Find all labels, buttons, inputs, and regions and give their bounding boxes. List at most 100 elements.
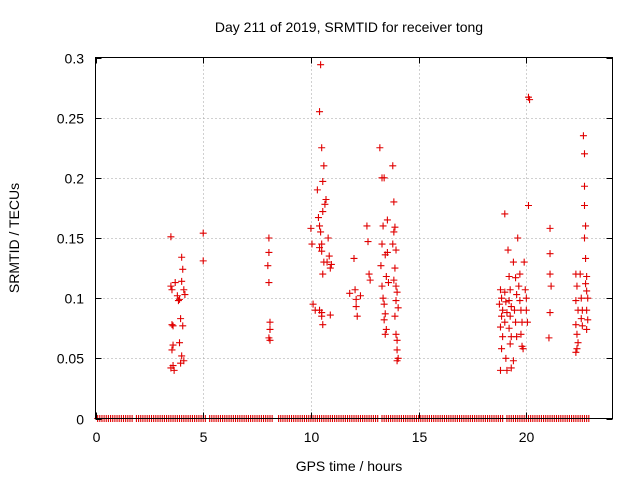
data-point xyxy=(499,333,507,341)
data-point xyxy=(501,210,509,218)
data-point xyxy=(181,291,189,299)
data-point xyxy=(392,282,400,290)
data-point xyxy=(522,306,530,314)
data-point xyxy=(578,322,586,330)
data-point xyxy=(326,264,334,272)
data-point xyxy=(576,270,584,278)
data-point xyxy=(521,286,529,294)
data-point xyxy=(316,222,324,230)
data-point xyxy=(384,279,392,287)
data-point xyxy=(390,276,398,284)
data-point xyxy=(505,273,513,281)
y-tick-label: 0.1 xyxy=(65,291,85,307)
data-point xyxy=(319,208,327,216)
data-point xyxy=(516,297,524,305)
data-point xyxy=(546,309,554,317)
data-point xyxy=(199,229,207,237)
x-axis-label: GPS time / hours xyxy=(296,458,403,474)
x-tick-label: 5 xyxy=(200,429,208,445)
data-point xyxy=(503,366,511,374)
data-point xyxy=(380,300,388,308)
data-point xyxy=(583,306,591,314)
data-point xyxy=(351,286,359,294)
x-axis-tick-labels: 0 5 10 15 20 xyxy=(93,429,535,445)
data-point xyxy=(319,270,327,278)
data-point xyxy=(326,311,334,319)
data-point xyxy=(504,246,512,254)
data-point xyxy=(176,295,184,303)
data-point xyxy=(167,282,175,290)
data-point xyxy=(512,274,520,282)
data-point xyxy=(178,277,186,285)
data-point xyxy=(582,222,590,230)
x-tick-label: 20 xyxy=(519,429,535,445)
data-point xyxy=(510,306,518,314)
data-point xyxy=(177,359,185,367)
data-point xyxy=(579,132,587,140)
x-tick-label: 0 xyxy=(93,429,101,445)
data-point xyxy=(580,234,588,242)
data-point xyxy=(346,289,354,297)
data-point xyxy=(506,340,514,348)
data-point xyxy=(519,345,527,353)
data-point xyxy=(573,282,581,290)
data-point xyxy=(393,346,401,354)
data-point xyxy=(391,223,399,231)
data-point xyxy=(392,330,400,338)
data-point xyxy=(580,182,588,190)
data-point xyxy=(498,345,506,353)
data-point xyxy=(173,292,181,300)
y-tick-label: 0.25 xyxy=(57,111,84,127)
data-point xyxy=(317,61,325,69)
data-point xyxy=(363,222,371,230)
data-point xyxy=(583,287,591,295)
data-point xyxy=(584,294,592,302)
data-point xyxy=(391,312,399,320)
data-point xyxy=(505,297,513,305)
data-point xyxy=(503,309,511,317)
data-point xyxy=(169,362,177,370)
data-point xyxy=(319,177,327,185)
y-tick-label: 0.15 xyxy=(57,231,84,247)
data-point xyxy=(168,321,176,329)
data-point xyxy=(327,260,335,268)
data-point xyxy=(513,333,521,341)
data-point xyxy=(572,321,580,329)
data-point xyxy=(176,339,184,347)
data-point xyxy=(178,352,186,360)
data-point xyxy=(320,162,328,170)
data-point xyxy=(378,282,386,290)
data-point xyxy=(318,144,326,152)
data-point xyxy=(496,286,504,294)
y-axis-label: SRMTID / TECUs xyxy=(6,183,22,293)
data-point xyxy=(394,304,402,312)
data-point xyxy=(318,312,326,320)
data-point xyxy=(546,270,554,278)
axis-ticks xyxy=(95,57,613,420)
data-point xyxy=(265,279,273,287)
data-point xyxy=(318,247,326,255)
data-point xyxy=(523,318,531,326)
data-point xyxy=(179,265,187,273)
data-point xyxy=(515,282,523,290)
data-point xyxy=(509,357,517,365)
data-point xyxy=(379,294,387,302)
data-point xyxy=(314,214,322,222)
data-point xyxy=(577,315,585,323)
data-point xyxy=(366,276,374,284)
data-point xyxy=(177,315,185,323)
data-point xyxy=(583,273,591,281)
data-point xyxy=(393,288,401,296)
x-tick-label: 10 xyxy=(304,429,320,445)
data-point xyxy=(574,339,582,347)
data-point xyxy=(169,322,177,330)
data-point xyxy=(545,334,553,342)
y-tick-label: 0.3 xyxy=(65,51,85,67)
data-point xyxy=(498,312,506,320)
data-point xyxy=(318,240,326,248)
data-point xyxy=(266,336,274,344)
data-point xyxy=(580,150,588,158)
data-point xyxy=(524,202,532,210)
data-point xyxy=(350,254,358,262)
